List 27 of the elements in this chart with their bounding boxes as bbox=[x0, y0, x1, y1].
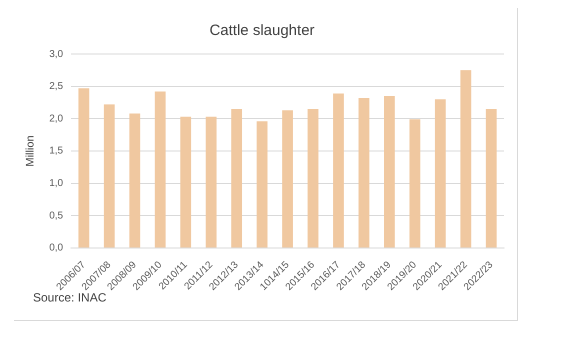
bar bbox=[206, 116, 217, 248]
bar bbox=[384, 96, 395, 248]
y-tick-label: 0,5 bbox=[49, 210, 64, 222]
bar bbox=[154, 92, 166, 248]
bar bbox=[129, 113, 140, 248]
y-tick-label: 3,0 bbox=[49, 48, 64, 60]
bar bbox=[460, 70, 472, 248]
source-note: Source: INAC bbox=[33, 290, 107, 304]
bar bbox=[104, 104, 115, 248]
bar bbox=[409, 119, 420, 248]
bar bbox=[308, 108, 318, 248]
chart-title: Cattle slaughter bbox=[209, 22, 315, 40]
y-tick-label: 0,0 bbox=[49, 242, 64, 254]
y-tick-label: 2,0 bbox=[49, 113, 64, 124]
y-tick-label: 1,5 bbox=[49, 146, 64, 157]
y-tick-label: 1,0 bbox=[49, 178, 64, 190]
y-tick-label: 2,5 bbox=[49, 81, 64, 92]
bar bbox=[282, 110, 293, 248]
bar bbox=[434, 99, 446, 248]
bar bbox=[358, 98, 370, 248]
bar bbox=[231, 108, 242, 248]
bar bbox=[256, 121, 268, 248]
bar bbox=[180, 116, 192, 248]
bar bbox=[333, 93, 344, 248]
y-axis-title: Million bbox=[24, 135, 37, 167]
bar bbox=[486, 108, 497, 248]
bar bbox=[78, 88, 90, 248]
